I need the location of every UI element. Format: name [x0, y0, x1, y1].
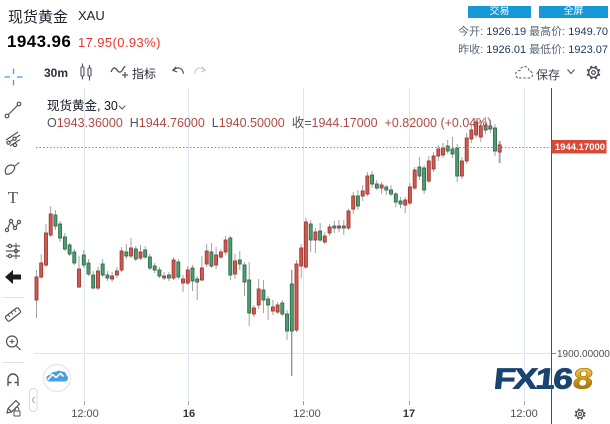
- svg-text:8: 8: [571, 364, 594, 396]
- svg-text:12:00: 12:00: [510, 408, 538, 420]
- svg-text:16: 16: [183, 408, 195, 420]
- svg-text:1944.17000: 1944.17000: [555, 142, 605, 153]
- svg-text:T: T: [8, 188, 19, 207]
- svg-text:17: 17: [403, 408, 415, 420]
- svg-text:1900.00000: 1900.00000: [557, 349, 610, 360]
- svg-text:12:00: 12:00: [71, 408, 99, 420]
- svg-text:12:00: 12:00: [293, 408, 321, 420]
- svg-text:FX16: FX16: [492, 364, 574, 396]
